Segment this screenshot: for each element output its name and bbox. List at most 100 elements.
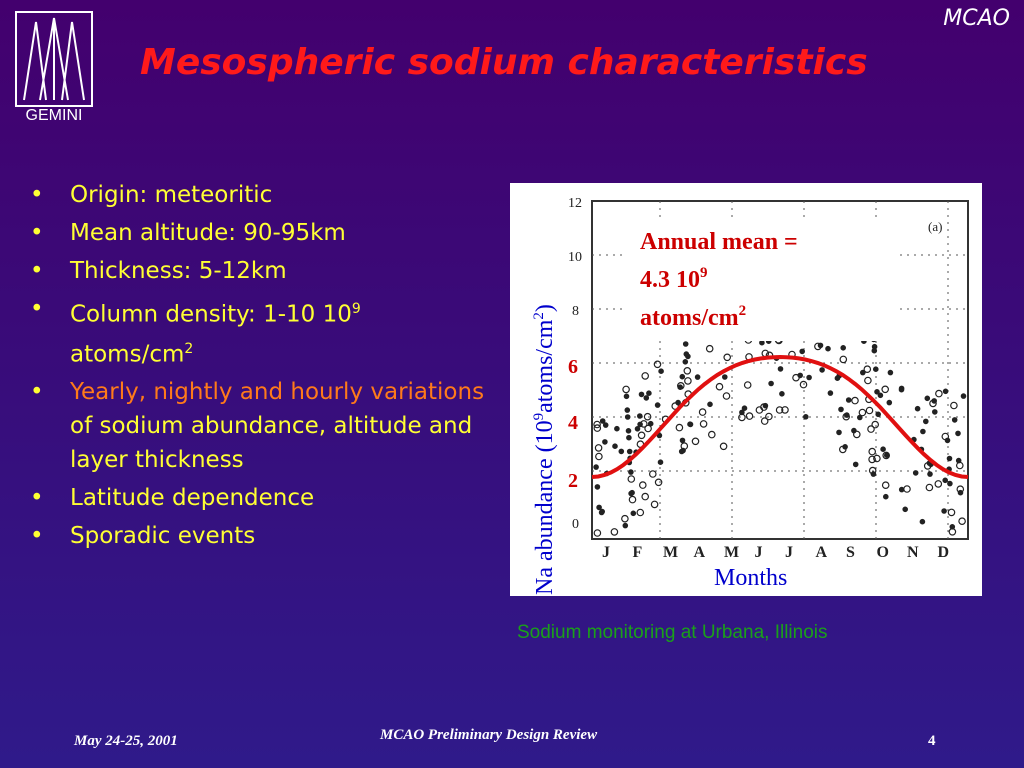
data-point <box>593 420 601 429</box>
bullet-icon: • <box>30 296 44 322</box>
data-point <box>912 470 919 476</box>
data-point <box>765 412 773 421</box>
bullet-icon: • <box>30 258 44 284</box>
bullet-item: • Yearly, nightly and hourly variations o… <box>30 375 500 477</box>
data-point <box>825 345 831 352</box>
data-point <box>922 418 929 425</box>
data-point <box>881 385 890 394</box>
data-point <box>838 406 844 413</box>
y-axis-label: Na abundance (109atoms/cm2) <box>531 304 558 595</box>
annotation-line-3: atoms/cm2 <box>640 303 746 331</box>
data-point <box>898 386 905 393</box>
data-point <box>594 484 601 490</box>
data-point <box>755 406 764 414</box>
bullet-highlight-text: Yearly, nightly and hourly variations <box>70 379 485 406</box>
month-label: A <box>816 544 828 561</box>
data-point <box>593 464 599 470</box>
data-point <box>845 397 852 403</box>
data-point <box>653 360 662 369</box>
data-point <box>683 367 692 375</box>
data-point <box>792 373 800 382</box>
month-label: A <box>694 544 706 561</box>
data-point <box>691 437 700 446</box>
bullet-text: Sporadic events <box>70 523 256 550</box>
data-point <box>958 517 966 526</box>
data-point <box>685 353 691 360</box>
data-point <box>612 443 618 450</box>
data-point <box>684 377 692 385</box>
data-point <box>656 432 663 439</box>
data-point <box>741 405 748 412</box>
data-point <box>768 380 774 387</box>
data-point <box>722 374 728 380</box>
data-point <box>626 434 632 441</box>
data-point <box>779 391 785 397</box>
data-point <box>868 447 877 456</box>
data-point <box>924 395 931 402</box>
bullet-text: of sodium abundance, altitude and layer … <box>70 413 473 474</box>
data-point <box>864 376 872 385</box>
month-label: S <box>846 544 855 561</box>
data-point <box>641 372 650 380</box>
footer-date: May 24-25, 2001 <box>74 733 178 749</box>
data-point <box>819 367 825 373</box>
y-tick-labels: 12 10 8 0 <box>568 196 582 532</box>
data-point <box>865 406 874 415</box>
data-point <box>675 399 681 406</box>
data-point <box>842 412 851 421</box>
data-point <box>719 442 728 451</box>
data-point <box>872 366 879 373</box>
data-point <box>618 448 625 455</box>
data-point <box>677 384 684 391</box>
data-point <box>630 510 637 517</box>
data-point <box>852 430 861 439</box>
data-point <box>877 392 884 399</box>
data-point <box>927 471 933 477</box>
data-point <box>858 408 867 417</box>
data-point <box>679 437 686 444</box>
logo-text: GEMINI <box>25 107 83 124</box>
data-point <box>658 368 664 375</box>
data-point <box>637 413 643 419</box>
data-point <box>941 432 950 441</box>
data-point <box>873 454 881 463</box>
data-point <box>868 455 876 464</box>
data-point <box>947 480 953 487</box>
data-point <box>657 459 664 466</box>
data-point <box>951 417 958 423</box>
data-point <box>682 341 689 347</box>
y-tick-label: 12 <box>568 196 582 211</box>
data-point <box>827 390 834 396</box>
data-point <box>759 339 765 346</box>
bullet-icon: • <box>30 485 44 512</box>
data-point <box>887 369 894 376</box>
bullet-text: Latitude dependence <box>70 485 315 512</box>
data-point <box>598 509 605 516</box>
data-point <box>628 469 634 475</box>
annotation-line-1: Annual mean = <box>640 229 798 255</box>
data-point <box>871 420 880 429</box>
data-point <box>628 495 637 504</box>
data-point <box>622 522 629 529</box>
data-point <box>856 414 863 421</box>
data-point <box>867 425 875 433</box>
data-point <box>705 344 714 353</box>
annotation-line-2: 4.3 109 <box>640 265 708 293</box>
bullet-icon: • <box>30 523 44 550</box>
data-point <box>934 480 943 488</box>
month-label: O <box>877 544 889 561</box>
data-point <box>942 477 949 484</box>
data-point <box>644 424 652 433</box>
bullet-text-unit: atoms/cm <box>70 341 185 368</box>
data-point <box>694 374 701 380</box>
data-point <box>882 451 891 460</box>
slide-title: Mesospheric sodium characteristics <box>140 42 868 83</box>
data-point <box>762 402 769 409</box>
data-point <box>777 366 784 372</box>
data-point <box>859 369 866 376</box>
month-label: N <box>907 544 919 561</box>
data-point <box>745 412 754 420</box>
data-point <box>650 500 659 509</box>
y-tick-overlay: 2 <box>568 470 578 492</box>
